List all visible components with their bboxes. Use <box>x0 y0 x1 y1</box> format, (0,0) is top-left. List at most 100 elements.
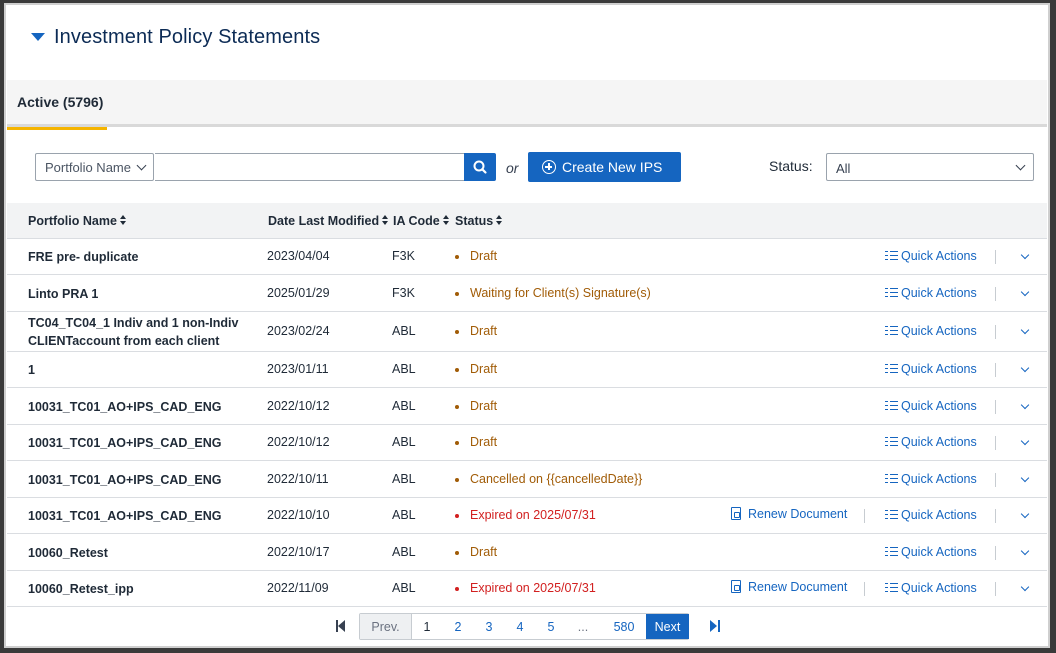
expand-row-chevron-icon[interactable] <box>1020 363 1030 373</box>
sort-icon <box>382 215 389 226</box>
page-number[interactable]: 2 <box>454 620 462 634</box>
search-toolbar: Portfolio Name or Create New IPS Status:… <box>4 150 1050 185</box>
renew-document-link[interactable]: Renew Document <box>731 507 847 521</box>
tab-active-label: Active (5796) <box>17 94 104 110</box>
status-dot-icon <box>455 405 459 409</box>
last-page-icon[interactable] <box>710 620 720 632</box>
table-row: Linto PRA 1 2025/01/29 F3K Waiting for Clie… <box>7 275 1047 312</box>
expand-row-chevron-icon[interactable] <box>1020 509 1030 519</box>
portfolio-name: 10031_TC01_AO+IPS_CAD_ENG <box>28 509 222 523</box>
date-last-modified: 2022/10/12 <box>267 399 330 413</box>
renew-document-link[interactable]: Renew Document <box>731 580 847 594</box>
status-filter-value: All <box>836 161 851 176</box>
divider <box>995 509 996 523</box>
column-header-label: Status <box>455 214 494 228</box>
portfolio-name: 10060_Retest <box>28 546 108 560</box>
checklist-icon <box>885 287 898 298</box>
status-filter-select[interactable]: All <box>826 153 1034 181</box>
pdf-document-icon <box>731 580 741 593</box>
sort-icon <box>442 215 450 226</box>
search-button[interactable] <box>464 153 496 181</box>
portfolio-name: TC04_TC04_1 Indiv and 1 non-Indiv CLIENT… <box>28 316 239 348</box>
tab-active[interactable]: Active (5796) <box>7 80 107 130</box>
status-dot-icon <box>455 441 459 445</box>
column-header-label: IA Code <box>393 214 440 228</box>
divider <box>995 250 996 264</box>
ia-code: ABL <box>392 581 416 595</box>
renew-document-label: Renew Document <box>748 507 848 521</box>
search-filter-select[interactable]: Portfolio Name <box>35 153 154 181</box>
page-number-last[interactable]: 580 <box>613 620 635 634</box>
quick-actions-link[interactable]: Quick Actions <box>885 249 977 263</box>
status-dot-icon <box>455 368 459 372</box>
date-last-modified: 2022/10/12 <box>267 435 330 449</box>
status-filter-label: Status: <box>769 158 813 174</box>
page-number-current[interactable]: 1 <box>423 620 431 634</box>
quick-actions-link[interactable]: Quick Actions <box>885 472 977 486</box>
portfolio-name: 10060_Retest_ipp <box>28 582 134 596</box>
quick-actions-label: Quick Actions <box>901 249 977 263</box>
expand-row-chevron-icon[interactable] <box>1020 400 1030 410</box>
collapse-caret-icon[interactable] <box>31 33 45 41</box>
expand-row-chevron-icon[interactable] <box>1020 546 1030 556</box>
portfolio-name: FRE pre- duplicate <box>28 250 139 264</box>
expand-row-chevron-icon[interactable] <box>1020 287 1030 297</box>
ia-code: ABL <box>392 435 416 449</box>
ia-code: ABL <box>392 324 416 338</box>
status-dot-icon <box>455 255 459 259</box>
pagination: Prev. 1 2 3 4 5 ... 580 Next <box>4 611 1050 641</box>
quick-actions-link[interactable]: Quick Actions <box>885 435 977 449</box>
date-last-modified: 2022/10/10 <box>267 508 330 522</box>
quick-actions-label: Quick Actions <box>901 399 977 413</box>
portfolio-name: 10031_TC01_AO+IPS_CAD_ENG <box>28 473 222 487</box>
date-last-modified: 2023/01/11 <box>267 362 329 376</box>
status-text: Waiting for Client(s) Signature(s) <box>470 286 651 300</box>
ia-code: ABL <box>392 362 416 376</box>
expand-row-chevron-icon[interactable] <box>1020 250 1030 260</box>
search-filter-value: Portfolio Name <box>45 160 131 175</box>
panel-header: Investment Policy Statements <box>4 3 1050 80</box>
quick-actions-link[interactable]: Quick Actions <box>885 286 977 300</box>
checklist-icon <box>885 325 898 336</box>
create-new-ips-button[interactable]: Create New IPS <box>528 152 681 182</box>
divider <box>995 473 996 487</box>
quick-actions-link[interactable]: Quick Actions <box>885 362 977 376</box>
expand-row-chevron-icon[interactable] <box>1020 325 1030 335</box>
date-last-modified: 2023/02/24 <box>267 324 330 338</box>
next-page-button[interactable]: Next <box>646 614 689 639</box>
page-number[interactable]: 3 <box>485 620 493 634</box>
quick-actions-label: Quick Actions <box>901 286 977 300</box>
status-text: Draft <box>470 435 498 449</box>
column-header-portfolio-name[interactable]: Portfolio Name <box>28 214 127 228</box>
page-number[interactable]: 4 <box>516 620 524 634</box>
column-header-ia-code[interactable]: IA Code <box>393 214 450 228</box>
status-dot-icon <box>455 478 459 482</box>
column-header-date-last-modified[interactable]: Date Last Modified <box>268 214 389 228</box>
tab-bar: Active (5796) <box>7 80 1047 130</box>
page-number[interactable]: 5 <box>547 620 555 634</box>
quick-actions-link[interactable]: Quick Actions <box>885 581 977 595</box>
expand-row-chevron-icon[interactable] <box>1020 582 1030 592</box>
sort-icon <box>119 215 127 226</box>
expand-row-chevron-icon[interactable] <box>1020 436 1030 446</box>
checklist-icon <box>885 473 898 484</box>
table-row: FRE pre- duplicate 2023/04/04 F3K Draft Quic… <box>7 239 1047 275</box>
quick-actions-link[interactable]: Quick Actions <box>885 324 977 338</box>
expand-row-chevron-icon[interactable] <box>1020 473 1030 483</box>
table-row: TC04_TC04_1 Indiv and 1 non-Indiv CLIENT… <box>7 312 1047 352</box>
quick-actions-link[interactable]: Quick Actions <box>885 399 977 413</box>
ia-code: ABL <box>392 399 416 413</box>
status-dot-icon <box>455 330 459 334</box>
portfolio-name: 10031_TC01_AO+IPS_CAD_ENG <box>28 436 222 450</box>
prev-page-button[interactable]: Prev. <box>360 614 412 639</box>
quick-actions-label: Quick Actions <box>901 545 977 559</box>
quick-actions-link[interactable]: Quick Actions <box>885 508 977 522</box>
table-row: 10031_TC01_AO+IPS_CAD_ENG 2022/10/11 ABL Ca… <box>7 461 1047 498</box>
first-page-icon[interactable] <box>336 620 346 632</box>
quick-actions-link[interactable]: Quick Actions <box>885 545 977 559</box>
search-input[interactable] <box>155 153 465 181</box>
column-header-status[interactable]: Status <box>455 214 503 228</box>
status-dot-icon <box>455 292 459 296</box>
date-last-modified: 2022/11/09 <box>267 581 329 595</box>
ia-code: ABL <box>392 508 416 522</box>
